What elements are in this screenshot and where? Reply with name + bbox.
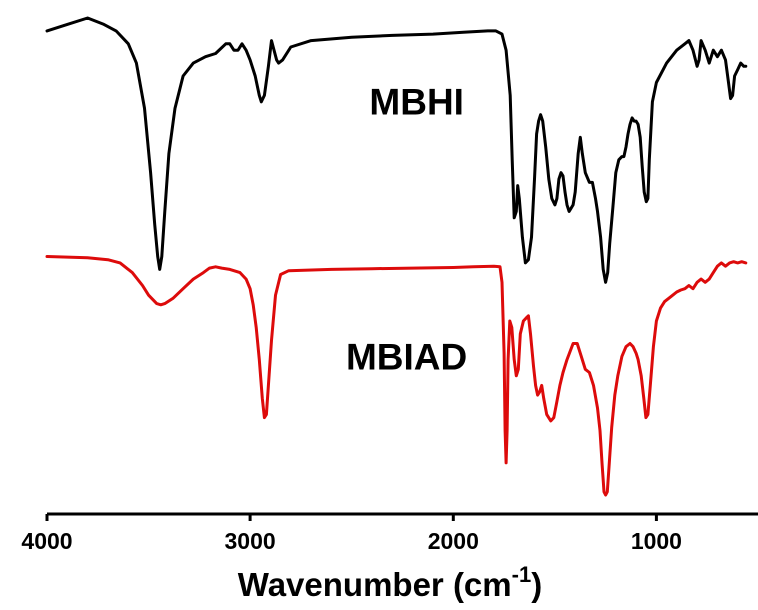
series-line-mbiad xyxy=(45,255,748,497)
series-line-mbhi xyxy=(45,16,748,284)
x-tick-label-1000: 1000 xyxy=(631,528,682,554)
x-axis-ticks: 4000 3000 2000 1000 xyxy=(21,514,682,554)
x-axis-title-superscript: -1 xyxy=(512,562,532,587)
x-axis-title: Wavenumber (cm-1) xyxy=(238,562,542,603)
x-tick-label-4000: 4000 xyxy=(21,528,72,554)
series-label-mbhi: MBHI xyxy=(369,82,464,123)
annotation-layer: MBHI MBIAD xyxy=(346,82,467,378)
x-tick-label-3000: 3000 xyxy=(225,528,276,554)
series-layer xyxy=(45,16,748,497)
series-label-mbiad: MBIAD xyxy=(346,336,467,377)
x-axis-title-close: ) xyxy=(531,566,542,603)
x-axis-title-main: Wavenumber (cm xyxy=(238,566,512,603)
x-tick-label-2000: 2000 xyxy=(428,528,479,554)
